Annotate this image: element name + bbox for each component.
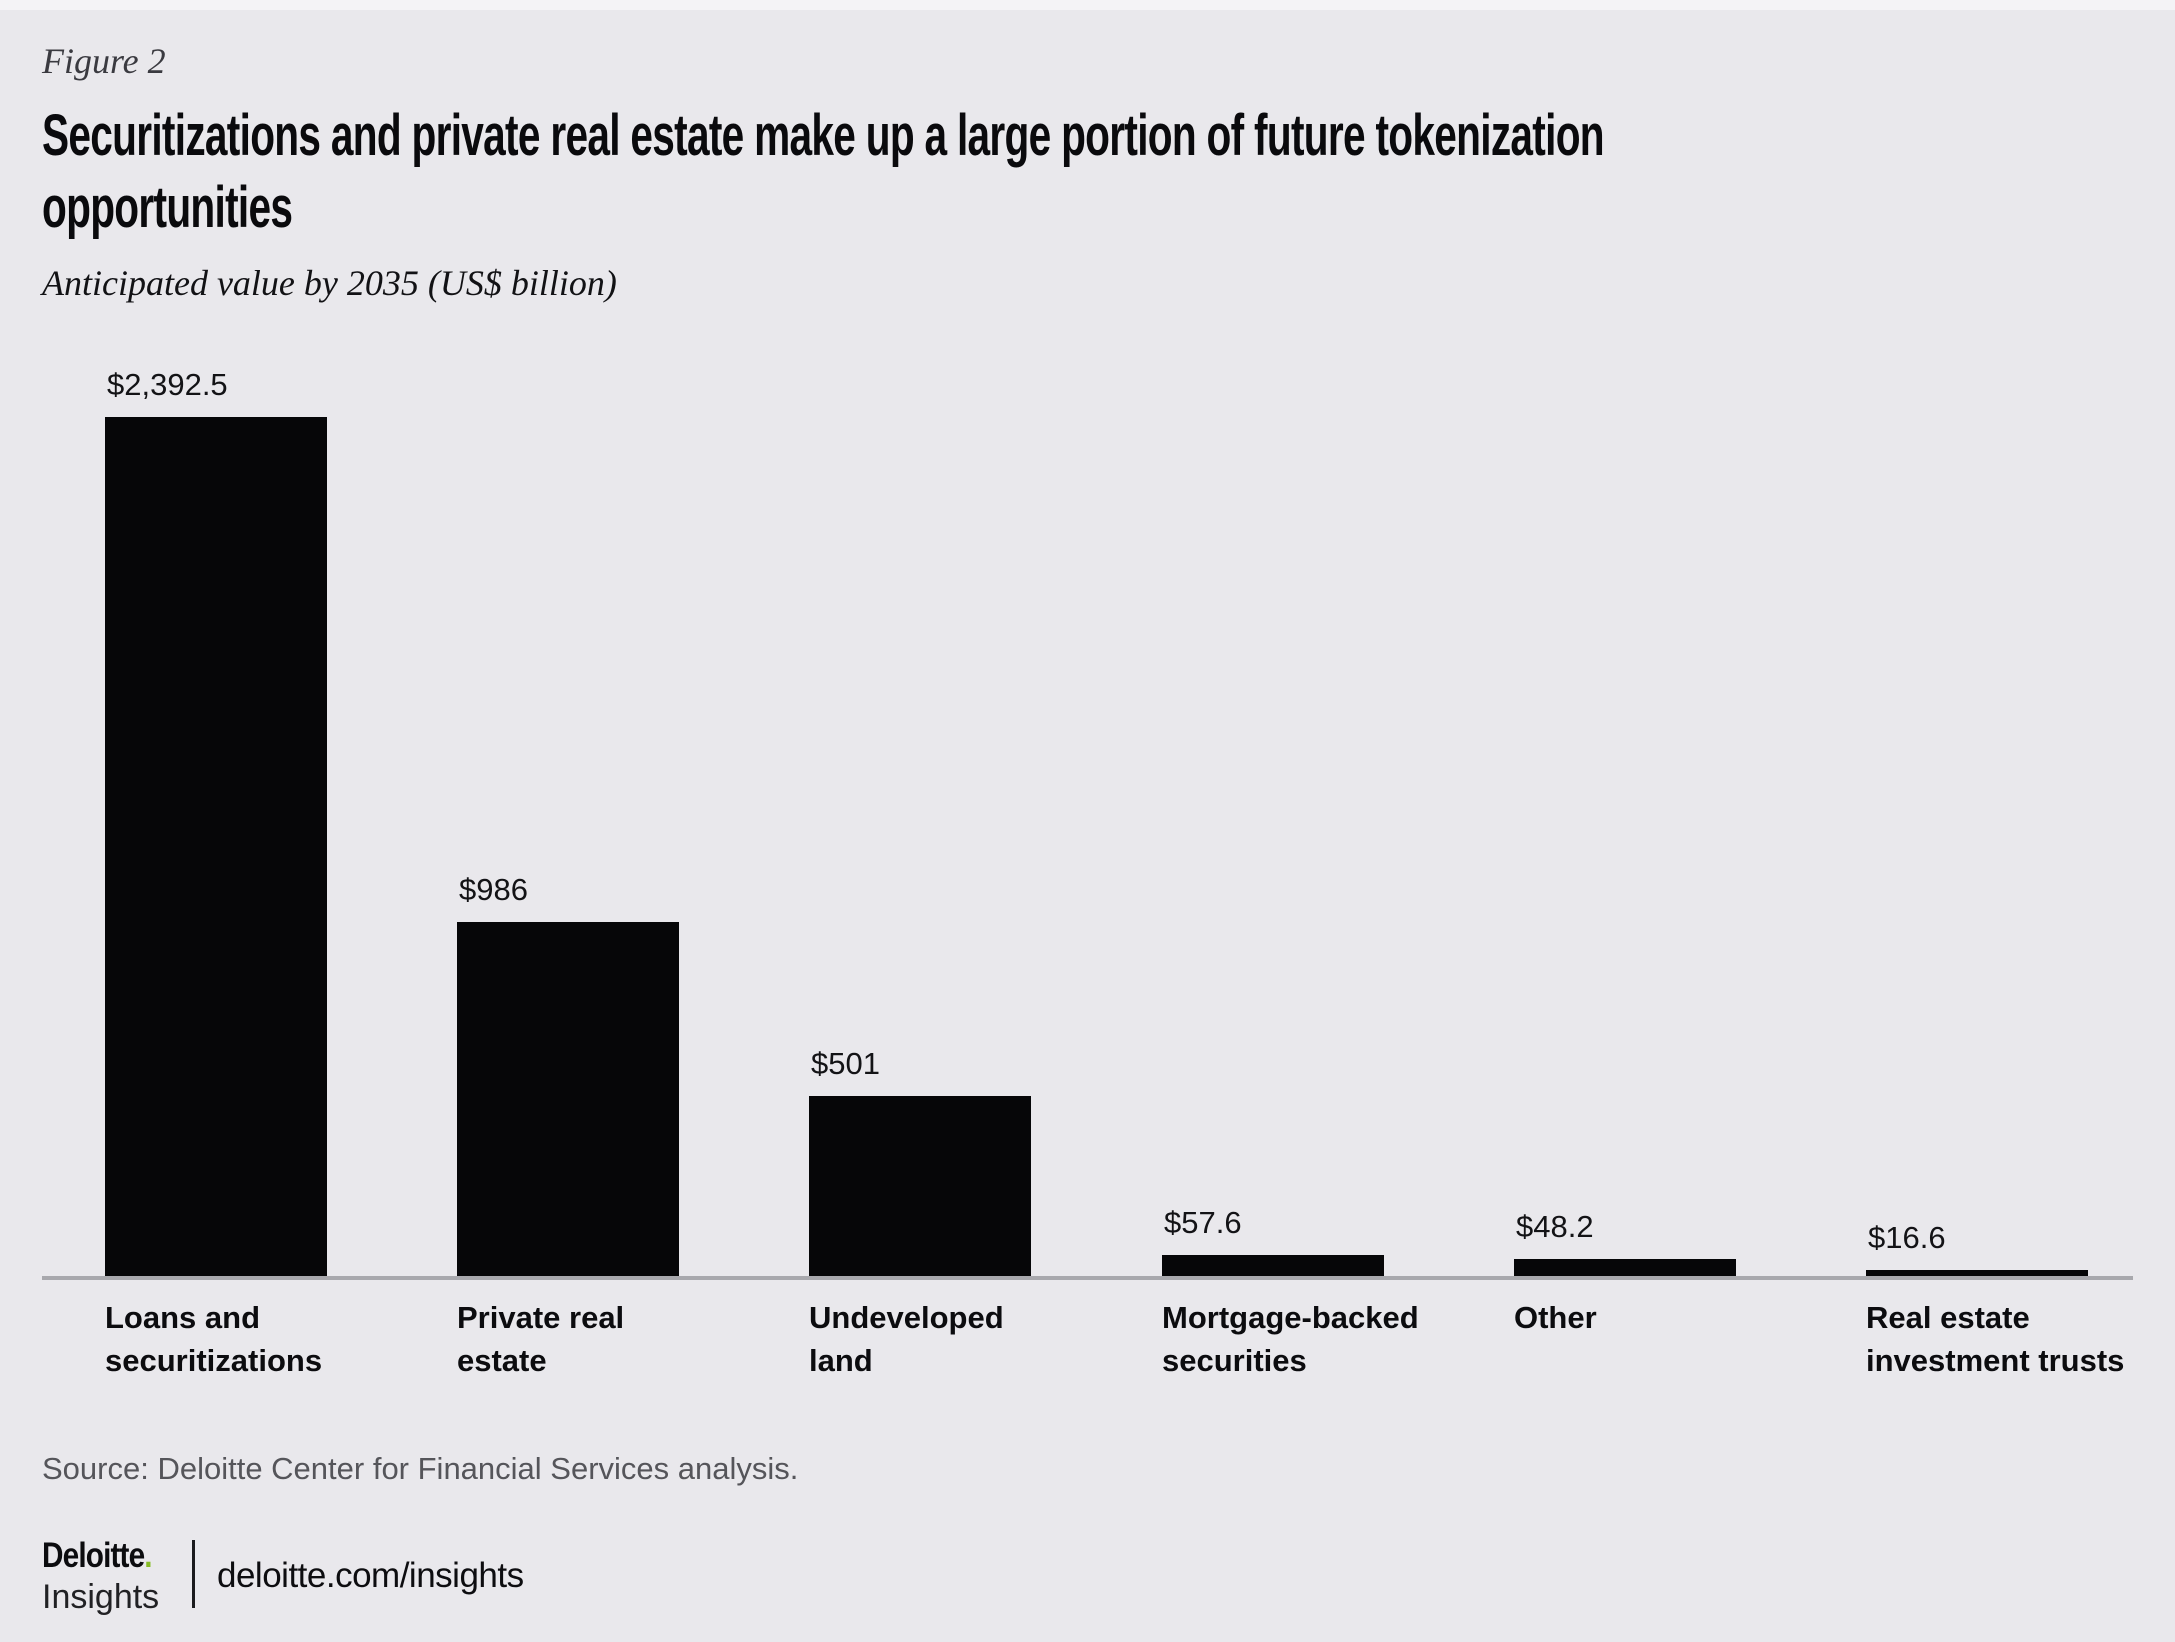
bar-value-label: $501 — [811, 1046, 880, 1081]
footer-divider — [192, 1540, 195, 1608]
deloitte-green-dot: . — [144, 1536, 152, 1575]
bar-rect — [809, 1096, 1031, 1276]
bar-value-label: $57.6 — [1164, 1205, 1242, 1240]
insights-wordmark: Insights — [42, 1578, 160, 1616]
bar-category-label: Real estate investment trusts — [1866, 1296, 2124, 1382]
bar-category-label-line: investment trusts — [1866, 1343, 2125, 1378]
deloitte-wordmark: Deloitte. — [42, 1536, 153, 1576]
top-edge-highlight — [0, 0, 2175, 10]
deloitte-wordmark-text: Deloitte — [42, 1536, 145, 1575]
deloitte-insights-logo: Deloitte. Insights — [42, 1536, 171, 1617]
bar-category-label-line: Private real — [457, 1300, 625, 1335]
bar-category-label-line: securities — [1162, 1343, 1307, 1378]
chart-subtitle: Anticipated value by 2035 (US$ billion) — [42, 263, 617, 303]
chart-title: Securitizations and private real estate … — [42, 100, 2175, 244]
bar-category-label-line: Other — [1514, 1300, 1597, 1335]
bar-rect — [1866, 1270, 2088, 1276]
bar-category-label: Other — [1514, 1296, 1597, 1339]
bar-category-label-line: estate — [457, 1343, 547, 1378]
bar-category-label: Private real estate — [457, 1296, 624, 1382]
bar-category-label: Undeveloped land — [809, 1296, 1004, 1382]
bar-category-label-line: Undeveloped — [809, 1300, 1004, 1335]
figure-label: Figure 2 — [42, 41, 166, 81]
bar-rect — [1514, 1259, 1736, 1276]
bar-value-label: $2,392.5 — [107, 367, 228, 402]
bar-category-label-line: Mortgage-backed — [1162, 1300, 1419, 1335]
bar-rect — [105, 417, 327, 1276]
bar-category-label-line: Real estate — [1866, 1300, 2030, 1335]
chart-title-line-2: opportunities — [42, 175, 293, 240]
bar-value-label: $48.2 — [1516, 1209, 1594, 1244]
chart-title-line-1: Securitizations and private real estate … — [42, 103, 1605, 168]
bar-rect — [1162, 1255, 1384, 1276]
bar-category-label-line: Loans and — [105, 1300, 261, 1335]
bar-category-label: Mortgage-backed securities — [1162, 1296, 1419, 1382]
bar-category-label-line: land — [809, 1343, 873, 1378]
bar-rect — [457, 922, 679, 1276]
bar-value-label: $16.6 — [1868, 1220, 1946, 1255]
x-axis-line — [42, 1276, 2133, 1280]
bar-value-label: $986 — [459, 872, 528, 907]
insights-link[interactable]: deloitte.com/insights — [217, 1556, 524, 1595]
bar-category-label: Loans and securitizations — [105, 1296, 322, 1382]
source-note: Source: Deloitte Center for Financial Se… — [42, 1451, 799, 1486]
bar-category-label-line: securitizations — [105, 1343, 323, 1378]
